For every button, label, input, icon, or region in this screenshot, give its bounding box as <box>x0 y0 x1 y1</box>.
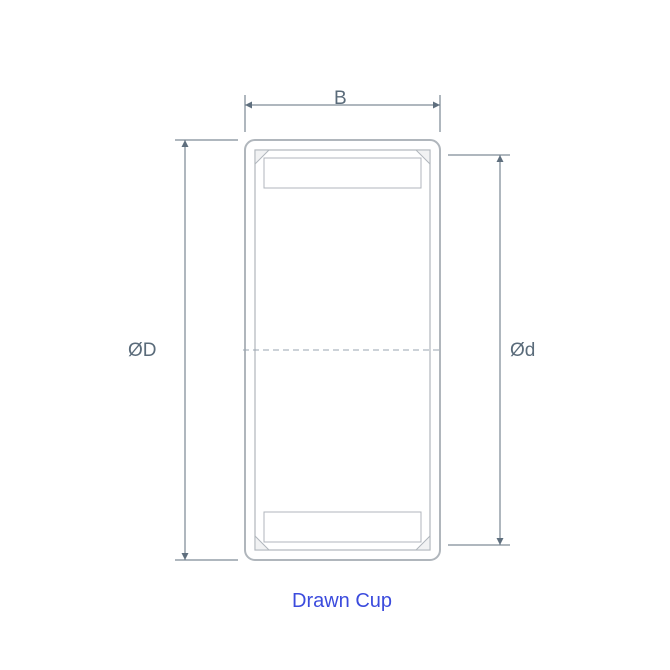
diagram-canvas: B ØD Ød Drawn Cup <box>0 0 670 670</box>
dimension-label-inner-diameter-d: Ød <box>510 340 535 362</box>
diagram-caption: Drawn Cup <box>292 590 392 613</box>
dimension-label-width-b: B <box>334 88 347 110</box>
dimension-label-outer-diameter-d: ØD <box>128 340 157 362</box>
